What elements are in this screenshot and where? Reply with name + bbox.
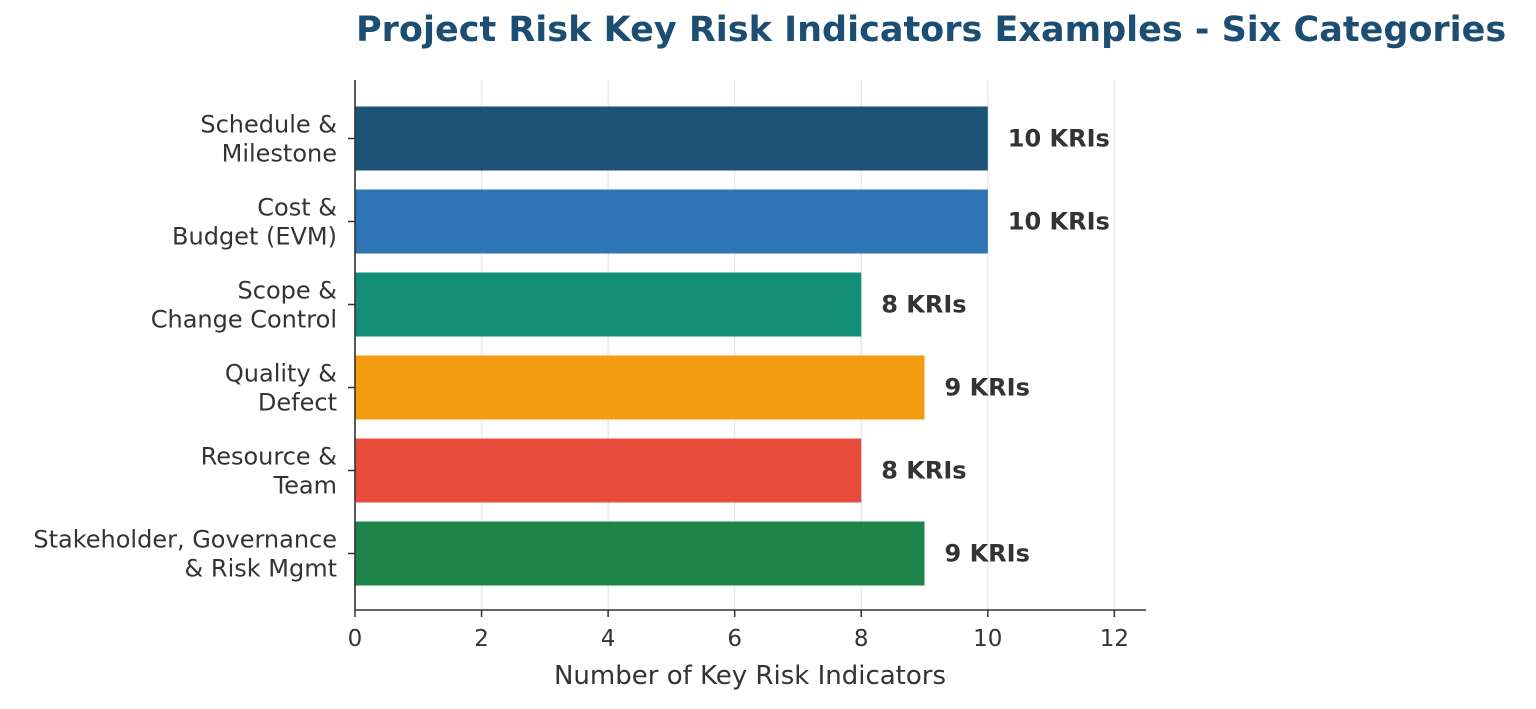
data-label: 8 KRIs	[881, 291, 966, 319]
x-tick-label: 6	[727, 626, 742, 652]
category-label: Stakeholder, Governance & Risk Mgmt	[33, 526, 337, 583]
bar	[355, 521, 925, 586]
bar	[355, 106, 988, 171]
x-tick-label: 4	[601, 626, 616, 652]
bar	[355, 355, 925, 420]
x-tick-label: 2	[474, 626, 489, 652]
bar	[355, 438, 862, 503]
data-label: 10 KRIs	[1008, 125, 1110, 153]
bar	[355, 189, 988, 254]
category-label: Scope & Change Control	[151, 277, 337, 334]
x-tick-label: 0	[348, 626, 363, 652]
category-label: Schedule & Milestone	[200, 111, 337, 168]
bars	[355, 106, 988, 586]
data-labels: 10 KRIs 10 KRIs 8 KRIs 9 KRIs 8 KRIs 9 KRIs	[881, 125, 1110, 568]
data-label: 9 KRIs	[945, 540, 1030, 568]
axes	[354, 80, 1146, 611]
x-tick-label: 12	[1100, 626, 1129, 652]
category-label: Cost & Budget (EVM)	[172, 194, 337, 251]
chart-title: Project Risk Key Risk Indicators Example…	[356, 10, 1507, 50]
x-tick-label: 8	[854, 626, 869, 652]
x-tick-label: 10	[973, 626, 1002, 652]
x-axis-title: Number of Key Risk Indicators	[554, 661, 946, 691]
bar	[355, 272, 862, 337]
x-ticks: 0 2 4 6 8 10 12	[348, 610, 1129, 652]
data-label: 8 KRIs	[881, 457, 966, 485]
data-label: 9 KRIs	[945, 374, 1030, 402]
category-label: Resource & Team	[201, 443, 337, 500]
data-label: 10 KRIs	[1008, 208, 1110, 236]
category-labels: Schedule & Milestone Cost & Budget (EVM) Sco…	[33, 111, 355, 583]
category-label: Quality & Defect	[225, 360, 337, 417]
